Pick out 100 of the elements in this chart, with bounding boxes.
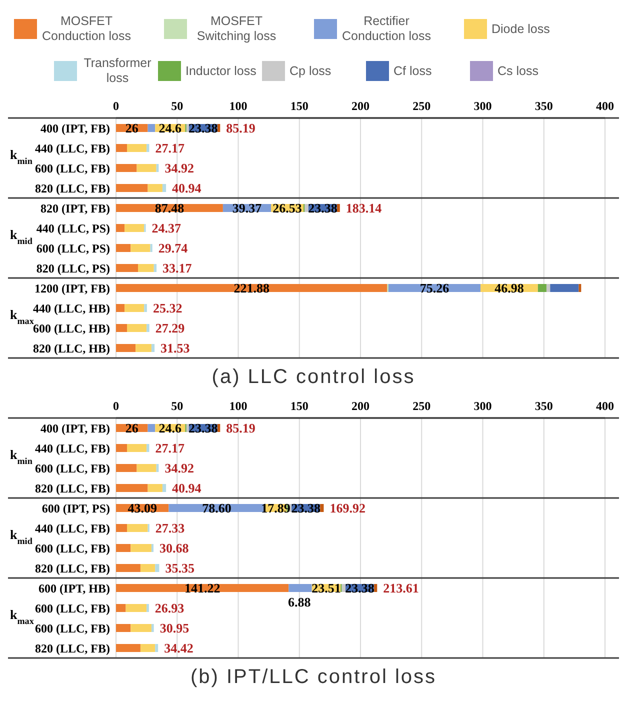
data-label: 39.37 <box>232 200 262 216</box>
total-label: 169.92 <box>330 500 366 516</box>
x-tick-label: 150 <box>290 99 308 113</box>
bar <box>136 464 156 472</box>
bar <box>144 304 147 312</box>
y-tick-label: 600 (LLC, FB) <box>35 461 110 476</box>
bar <box>116 184 148 192</box>
y-tick-label: 440 (LLC, HB) <box>32 301 110 316</box>
data-label: 23.38 <box>345 580 375 596</box>
bar <box>151 344 155 352</box>
bar <box>154 264 157 272</box>
data-label: 24.6 <box>158 120 182 136</box>
y-tick-label: 820 (LLC, PS) <box>36 261 110 276</box>
y-tick-label: 600 (LLC, FB) <box>35 621 110 636</box>
bar <box>148 424 156 432</box>
total-label: 85.19 <box>226 120 256 136</box>
bar <box>127 444 147 452</box>
data-label: 87.48 <box>154 200 185 216</box>
legend-label: MOSFET Switching loss <box>196 14 278 44</box>
bar <box>136 344 152 352</box>
total-label: 40.94 <box>172 480 202 496</box>
y-tick-label: 440 (LLC, PS) <box>36 221 110 236</box>
bar <box>124 304 144 312</box>
total-label: 35.35 <box>165 560 195 576</box>
y-tick-label: 820 (LLC, FB) <box>35 641 110 656</box>
x-tick-label: 50 <box>171 399 184 413</box>
y-tick-label: 600 (LLC, PS) <box>36 241 110 256</box>
total-label: 34.92 <box>164 460 194 476</box>
y-tick-label: 600 (LLC, FB) <box>35 601 110 616</box>
x-tick-label: 100 <box>229 399 248 413</box>
y-tick-label: 1200 (IPT, FB) <box>34 281 110 296</box>
legend-label: Transformer loss <box>82 56 152 86</box>
bar <box>336 204 340 212</box>
bar <box>186 124 189 132</box>
legend-label: Cf loss <box>394 64 432 78</box>
bar <box>162 184 166 192</box>
bar <box>320 504 324 512</box>
total-label: 27.17 <box>155 140 185 156</box>
bar <box>116 544 131 552</box>
x-tick-label: 350 <box>534 99 553 113</box>
bar <box>127 324 147 332</box>
text: k$_{mid}$ <box>10 227 32 246</box>
bar <box>127 144 147 152</box>
y-tick-label: 820 (LLC, FB) <box>35 561 110 576</box>
x-tick-label: 300 <box>474 99 492 113</box>
text: k$_{max}$ <box>10 607 34 626</box>
bar <box>116 164 137 172</box>
total-label: 31.53 <box>160 340 190 356</box>
y-tick-label: 820 (IPT, FB) <box>40 201 110 216</box>
data-label: 46.98 <box>494 280 524 296</box>
bar <box>151 624 154 632</box>
annotation: 6.88 <box>288 594 312 610</box>
bar <box>127 524 148 532</box>
x-tick-label: 0 <box>113 99 119 113</box>
data-label: 26 <box>125 120 139 136</box>
data-label: 23.38 <box>308 200 338 216</box>
legend-label: Rectifier Conduction loss <box>342 14 432 44</box>
y-tick-label: 440 (LLC, FB) <box>35 441 110 456</box>
bar <box>130 244 150 252</box>
bar <box>124 224 144 232</box>
bar <box>146 324 150 332</box>
legend-label: Cp loss <box>290 64 332 78</box>
bar <box>116 484 148 492</box>
x-tick-label: 50 <box>171 99 184 113</box>
x-tick-label: 350 <box>534 399 553 413</box>
bar <box>146 444 150 452</box>
bar <box>146 144 150 152</box>
total-label: 30.95 <box>160 620 190 636</box>
bar <box>162 484 166 492</box>
total-label: 34.42 <box>164 640 194 656</box>
y-tick-label: 600 (IPT, HB) <box>38 581 110 596</box>
legend-label: Diode loss <box>492 22 550 36</box>
bar <box>155 564 160 572</box>
data-label: 43.09 <box>128 500 158 516</box>
x-tick-label: 400 <box>596 99 614 113</box>
y-tick-label: 440 (LLC, FB) <box>35 521 110 536</box>
y-tick-label: 820 (LLC, HB) <box>32 341 110 356</box>
data-label: 23.38 <box>188 120 218 136</box>
x-tick-label: 200 <box>352 399 370 413</box>
y-tick-label: 400 (IPT, FB) <box>40 121 110 136</box>
bar <box>116 524 128 532</box>
bar <box>578 284 582 292</box>
bar <box>288 584 312 592</box>
total-label: 33.17 <box>162 260 192 276</box>
total-label: 183.14 <box>346 200 382 216</box>
bar <box>140 564 156 572</box>
bar <box>130 544 152 552</box>
bar <box>217 124 220 132</box>
bar <box>138 264 154 272</box>
bar <box>304 204 308 212</box>
y-tick-label: 600 (LLC, FB) <box>35 541 110 556</box>
total-label: 29.74 <box>158 240 188 256</box>
x-tick-label: 400 <box>596 399 614 413</box>
y-tick-label: 600 (LLC, FB) <box>35 161 110 176</box>
bar <box>155 644 158 652</box>
bar <box>217 424 220 432</box>
bar <box>116 244 131 252</box>
bar <box>116 604 126 612</box>
y-tick-label: 600 (IPT, PS) <box>42 501 110 516</box>
bar <box>186 424 189 432</box>
